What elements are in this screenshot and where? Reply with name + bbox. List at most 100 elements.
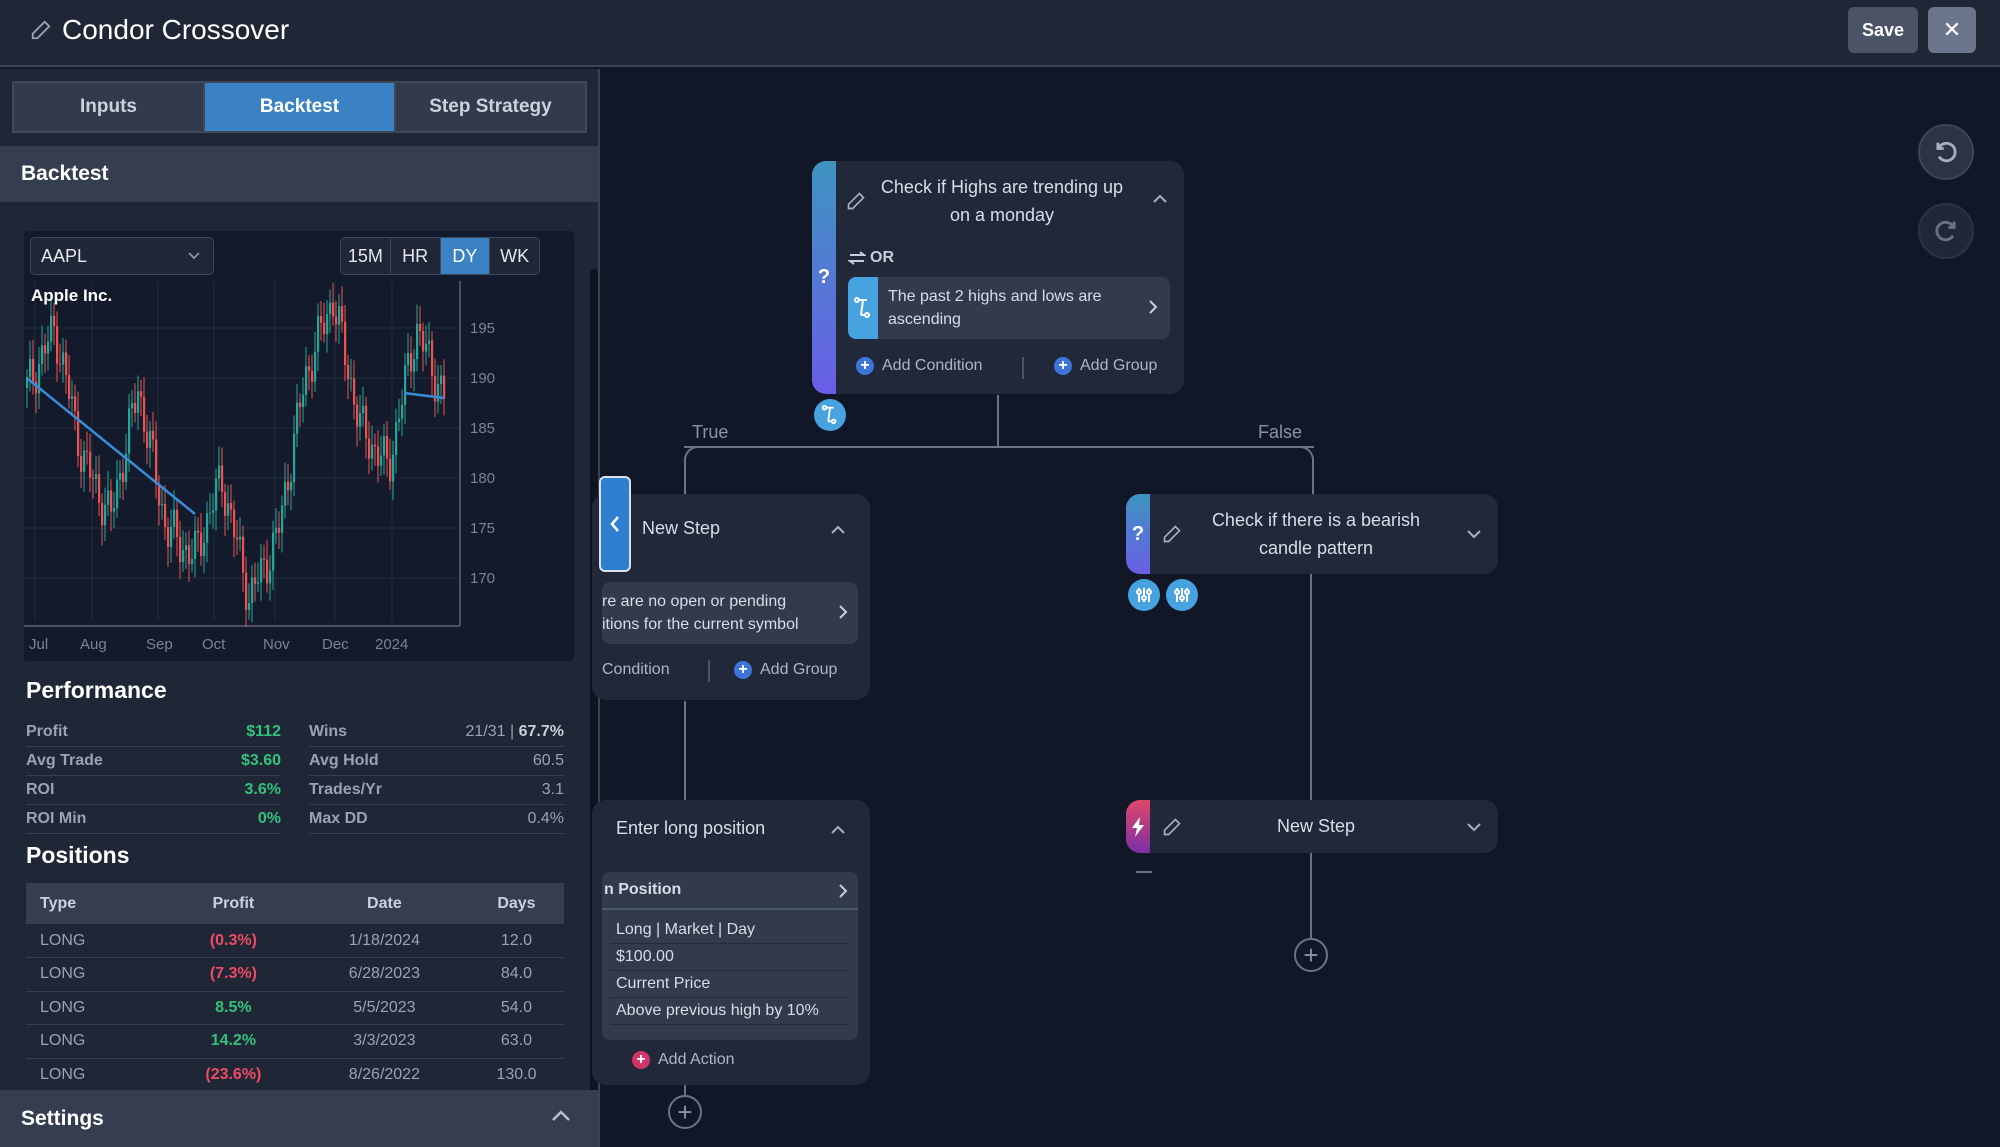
add-condition-button[interactable]: Condition xyxy=(602,661,670,679)
cell-date: 5/5/2023 xyxy=(299,991,469,1025)
add-group-button[interactable]: + Add Group xyxy=(1054,357,1157,375)
tab-inputs[interactable]: Inputs xyxy=(14,83,205,131)
table-row[interactable]: LONG 14.2% 3/3/2023 63.0 xyxy=(26,1024,564,1059)
cell-days: 54.0 xyxy=(468,991,564,1025)
table-row[interactable]: LONG (7.3%) 6/28/2023 84.0 xyxy=(26,957,564,992)
action-node[interactable]: Enter long position n Position Long | Ma… xyxy=(592,800,870,1085)
plus-icon: + xyxy=(856,357,874,375)
add-step-button[interactable]: + xyxy=(668,1095,702,1129)
close-button[interactable]: ✕ xyxy=(1928,7,1976,53)
svg-text:Aug: Aug xyxy=(80,636,107,653)
condition-row[interactable]: re are no open or pending itions for the… xyxy=(602,582,858,644)
node-title[interactable]: Check if Highs are trending up on a mond… xyxy=(880,177,1124,225)
performance-title: Performance xyxy=(26,677,167,703)
svg-text:185: 185 xyxy=(470,420,495,437)
col-type[interactable]: Type xyxy=(26,883,167,924)
symbol-value: AAPL xyxy=(41,245,88,266)
add-action-label: Add Action xyxy=(658,1051,735,1068)
settings-header[interactable]: Settings xyxy=(0,1090,598,1147)
timeframe-15m[interactable]: 15M xyxy=(341,238,391,274)
add-step-button[interactable]: + xyxy=(1294,938,1328,972)
col-profit[interactable]: Profit xyxy=(166,883,300,924)
tab-step-strategy[interactable]: Step Strategy xyxy=(396,83,585,131)
sliders-badge-icon[interactable] xyxy=(1128,579,1160,611)
cell-date: 8/26/2022 xyxy=(299,1058,469,1092)
branch-icon xyxy=(848,277,878,339)
svg-text:180: 180 xyxy=(470,470,495,487)
perf-value: 0.4% xyxy=(527,810,564,827)
condition-row[interactable]: The past 2 highs and lows are ascending xyxy=(848,277,1170,339)
save-button[interactable]: Save xyxy=(1848,7,1918,53)
col-days[interactable]: Days xyxy=(468,883,564,924)
table-row[interactable]: LONG 8.5% 5/5/2023 54.0 xyxy=(26,991,564,1025)
redo-button[interactable] xyxy=(1918,203,1974,259)
redo-icon xyxy=(1935,220,1956,242)
pencil-icon[interactable] xyxy=(1162,817,1182,837)
connector-line xyxy=(684,701,686,811)
plus-icon: + xyxy=(677,1097,693,1127)
pencil-icon[interactable] xyxy=(1162,524,1182,544)
branch-badge-icon[interactable] xyxy=(814,399,846,431)
add-action-button[interactable]: + Add Action xyxy=(632,1051,735,1069)
condition-node-false[interactable]: ? Check if there is a bearish candle pat… xyxy=(1126,494,1498,574)
perf-label: Profit xyxy=(26,723,68,740)
cell-profit: (23.6%) xyxy=(166,1058,300,1092)
condition-text: re are no open or pending itions for the… xyxy=(602,593,799,633)
chevron-up-icon[interactable] xyxy=(830,824,846,836)
action-details[interactable]: n Position Long | Market | Day $100.00 C… xyxy=(602,872,858,1040)
timeframe-dy[interactable]: DY xyxy=(440,238,491,274)
condition-node-root[interactable]: ? Check if Highs are trending up on a mo… xyxy=(812,161,1184,394)
chevron-up-icon[interactable] xyxy=(1152,193,1168,205)
svg-text:170: 170 xyxy=(470,570,495,587)
perf-label: Avg Trade xyxy=(26,752,103,769)
chevron-up-icon[interactable] xyxy=(830,524,846,536)
wins-percent: 67.7% xyxy=(518,723,564,740)
logic-operator[interactable]: OR xyxy=(848,249,894,267)
svg-text:Nov: Nov xyxy=(263,636,290,653)
table-row[interactable]: LONG (0.3%) 1/18/2024 12.0 xyxy=(26,924,564,958)
col-date[interactable]: Date xyxy=(299,883,469,924)
pencil-icon[interactable] xyxy=(846,191,866,211)
node-title[interactable]: Enter long position xyxy=(616,818,766,838)
action-node-bar xyxy=(1126,800,1150,853)
chevron-down-icon[interactable] xyxy=(1466,528,1482,540)
collapse-sidebar-button[interactable] xyxy=(599,476,631,572)
undo-button[interactable] xyxy=(1918,124,1974,180)
sliders-badge-icon[interactable] xyxy=(1166,579,1198,611)
perf-label: Avg Hold xyxy=(309,752,379,769)
tab-backtest[interactable]: Backtest xyxy=(205,83,396,131)
add-condition-button[interactable]: + Add Condition xyxy=(856,357,983,375)
strategy-title[interactable]: Condor Crossover xyxy=(30,14,289,46)
symbol-select[interactable]: AAPL xyxy=(30,237,214,275)
node-title[interactable]: Check if there is a bearish candle patte… xyxy=(1211,510,1421,558)
candlestick-plot[interactable]: 195 190 185 180 175 170 Jul Aug Sep Oct Nov Dec 2… xyxy=(24,281,574,661)
table-row[interactable]: LONG (23.6%) 8/26/2022 130.0 xyxy=(26,1058,564,1092)
cell-days: 63.0 xyxy=(468,1024,564,1059)
perf-value: 3.1 xyxy=(541,781,564,798)
price-chart: AAPL 15M HR DY WK 195 190 185 180 175 1 xyxy=(24,231,574,661)
perf-avg-trade: Avg Trade $3.60 xyxy=(26,747,281,776)
strategy-canvas[interactable]: True False ? Check if Highs are trending… xyxy=(592,69,2000,1147)
condition-node-true[interactable]: New Step re are no open or pending ition… xyxy=(592,494,870,700)
chevron-up-icon xyxy=(552,1110,570,1121)
perf-roi-min: ROI Min 0% xyxy=(26,805,281,834)
node-title[interactable]: New Step xyxy=(1276,816,1356,836)
chevron-left-icon xyxy=(610,516,619,532)
svg-text:Jul: Jul xyxy=(29,636,48,653)
perf-value: 21/31 | 67.7% xyxy=(466,723,564,741)
chevron-down-icon[interactable] xyxy=(1466,821,1482,833)
svg-text:Dec: Dec xyxy=(322,636,349,653)
timeframe-wk[interactable]: WK xyxy=(500,245,530,266)
chevron-down-icon xyxy=(188,252,200,260)
perf-label: Trades/Yr xyxy=(309,781,382,798)
condition-text: The past 2 highs and lows are ascending xyxy=(888,288,1102,328)
svg-text:2024: 2024 xyxy=(375,636,408,653)
svg-text:Sep: Sep xyxy=(146,636,173,653)
minus-icon[interactable] xyxy=(1136,871,1152,873)
settings-title: Settings xyxy=(21,1106,104,1130)
node-title[interactable]: New Step xyxy=(642,518,721,538)
action-node-false[interactable]: New Step xyxy=(1126,800,1498,853)
performance-grid: Profit $112 Avg Trade $3.60 ROI 3.6% ROI Mi… xyxy=(26,718,564,834)
add-group-button[interactable]: + Add Group xyxy=(734,661,837,679)
timeframe-hr[interactable]: HR xyxy=(391,238,441,274)
